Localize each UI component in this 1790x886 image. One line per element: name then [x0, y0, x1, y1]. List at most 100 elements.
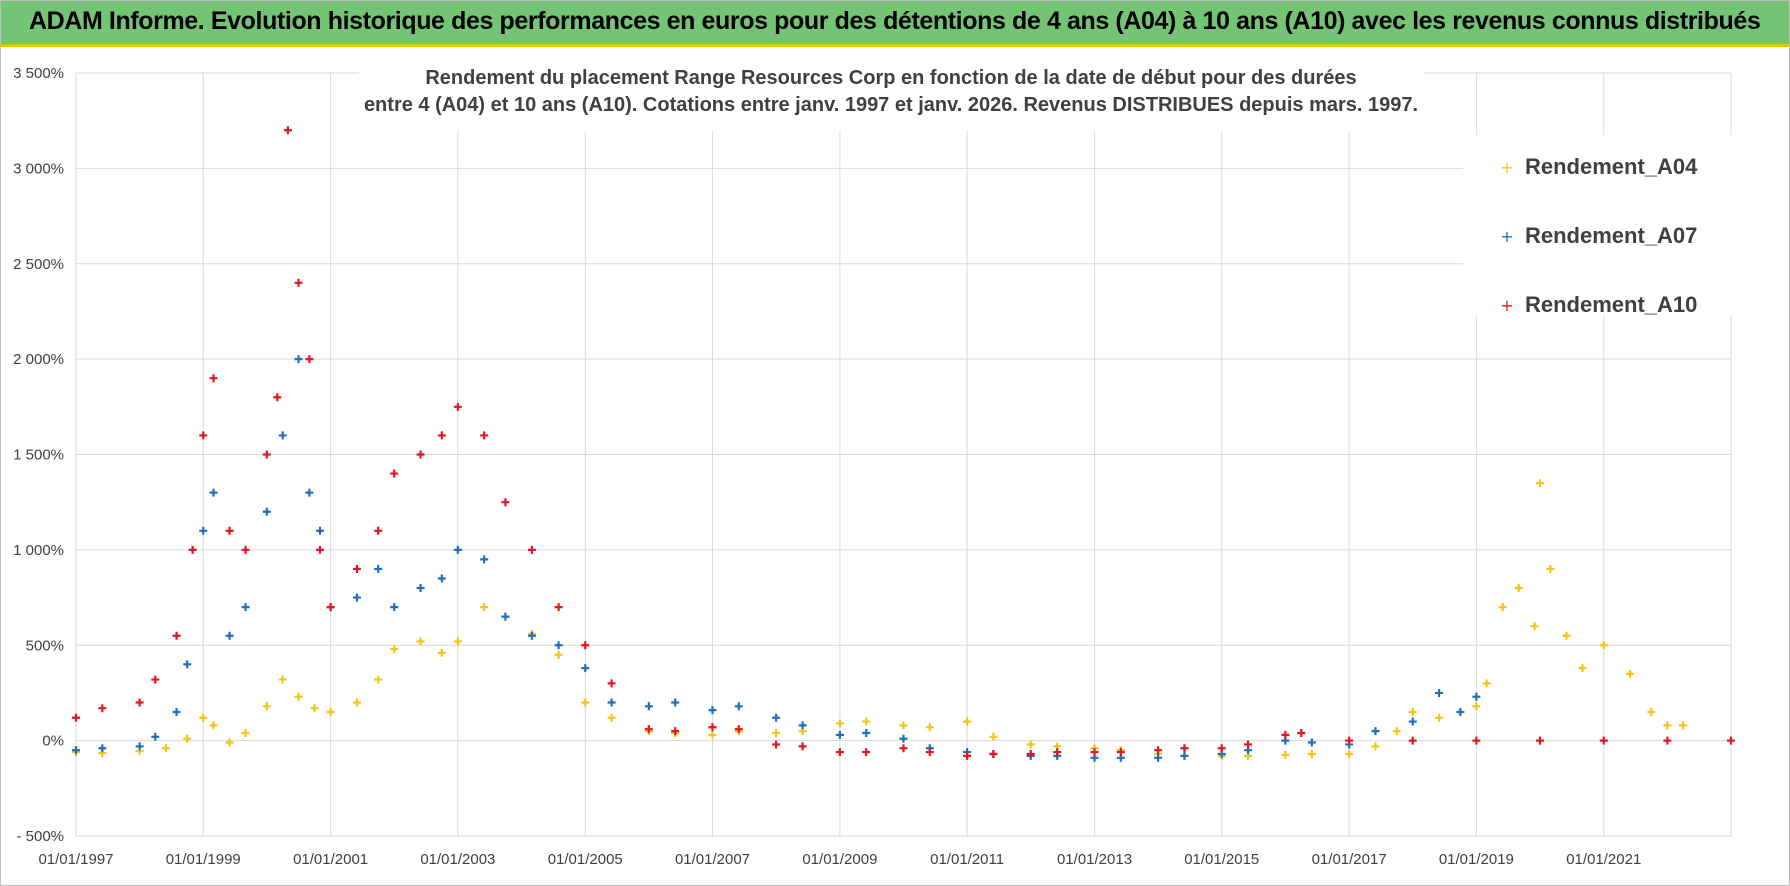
data-point — [581, 641, 590, 650]
data-point — [151, 732, 160, 741]
series-Rendement_A04 — [72, 479, 1688, 760]
data-point — [1371, 727, 1380, 736]
data-point — [1116, 748, 1125, 757]
data-point — [798, 721, 807, 730]
data-point — [172, 708, 181, 717]
data-point — [437, 574, 446, 583]
data-point — [374, 526, 383, 535]
data-point — [352, 698, 361, 707]
data-point — [925, 748, 934, 757]
legend-label-a07: Rendement_A07 — [1525, 223, 1697, 248]
data-point — [188, 545, 197, 554]
data-point — [899, 734, 908, 743]
y-tick-label: 2 500% — [13, 256, 64, 273]
data-point — [209, 374, 218, 383]
data-point — [989, 732, 998, 741]
data-point — [326, 603, 335, 612]
y-tick-label: 500% — [26, 637, 64, 654]
data-point — [671, 698, 680, 707]
x-tick-label: 01/01/2017 — [1312, 851, 1387, 868]
data-point — [262, 702, 271, 711]
data-point — [899, 721, 908, 730]
data-point — [1663, 736, 1672, 745]
data-point — [294, 355, 303, 364]
data-point — [501, 498, 510, 507]
data-point — [501, 612, 510, 621]
data-point — [1090, 748, 1099, 757]
data-point — [315, 545, 324, 554]
y-axis-ticks: 3 500% 3 000% 2 500% 2 000% 1 500% 1 000% 500%… — [13, 65, 64, 845]
data-point — [225, 738, 234, 747]
data-point — [1408, 708, 1417, 717]
chart-title: Rendement du placement Range Resources C… — [425, 67, 1356, 89]
data-point — [862, 728, 871, 737]
data-point — [607, 698, 616, 707]
data-point — [1514, 584, 1523, 593]
data-point — [527, 545, 536, 554]
data-point — [1180, 744, 1189, 753]
data-point — [708, 706, 717, 715]
legend-marker-a04: + — [1500, 158, 1513, 177]
legend-label-a10: Rendement_A10 — [1525, 292, 1697, 317]
data-point — [1408, 736, 1417, 745]
data-point — [183, 734, 192, 743]
legend-marker-a07: + — [1500, 227, 1513, 246]
data-point — [1281, 750, 1290, 759]
legend-background — [1463, 135, 1739, 315]
x-tick-label: 01/01/2021 — [1566, 851, 1641, 868]
data-point — [305, 355, 314, 364]
data-point — [1345, 736, 1354, 745]
data-point — [1307, 749, 1316, 758]
data-point — [1727, 736, 1735, 745]
data-point — [1472, 736, 1481, 745]
data-point — [1371, 742, 1380, 751]
series-Rendement_A10 — [72, 126, 1735, 760]
data-point — [374, 675, 383, 684]
data-point — [1408, 717, 1417, 726]
data-point — [437, 648, 446, 657]
data-point — [527, 631, 536, 640]
data-point — [241, 728, 250, 737]
performance-chart: 3 500% 3 000% 2 500% 2 000% 1 500% 1 000% 500%… — [13, 57, 1739, 868]
x-tick-label: 01/01/2005 — [548, 851, 623, 868]
x-tick-label: 01/01/2019 — [1439, 851, 1514, 868]
data-point — [1472, 692, 1481, 701]
legend: + Rendement_A04 + Rendement_A07 + Rendem… — [1463, 135, 1739, 317]
data-point — [734, 725, 743, 734]
data-point — [209, 488, 218, 497]
data-point — [1244, 740, 1253, 749]
y-tick-label: - 500% — [16, 828, 64, 845]
data-point — [772, 713, 781, 722]
y-tick-label: 3 000% — [13, 160, 64, 177]
data-point — [453, 637, 462, 646]
banner-title: ADAM Informe. Evolution historique des p… — [29, 7, 1761, 35]
data-point — [374, 564, 383, 573]
data-point — [416, 450, 425, 459]
x-tick-label: 01/01/1997 — [38, 851, 113, 868]
x-axis-ticks: 01/01/1997 01/01/1999 01/01/2001 01/01/2003… — [38, 851, 1641, 868]
data-point — [644, 702, 653, 711]
data-point — [671, 727, 680, 736]
data-point — [72, 713, 80, 722]
data-point — [135, 698, 144, 707]
data-point — [581, 698, 590, 707]
data-point — [899, 744, 908, 753]
data-point — [294, 278, 303, 287]
data-point — [1154, 746, 1163, 755]
data-point — [925, 723, 934, 732]
x-tick-label: 01/01/2011 — [930, 851, 1004, 868]
data-point — [135, 742, 144, 751]
data-point — [199, 526, 208, 535]
x-tick-label: 01/01/1999 — [166, 851, 241, 868]
data-point — [1026, 749, 1035, 758]
data-point — [1599, 736, 1608, 745]
data-point — [480, 555, 489, 564]
data-point — [283, 126, 292, 135]
series-Rendement_A07 — [72, 355, 1481, 762]
data-point — [199, 713, 208, 722]
gridlines — [75, 72, 1732, 837]
data-point — [1679, 721, 1688, 730]
data-point — [262, 450, 271, 459]
x-tick-label: 01/01/2015 — [1184, 851, 1259, 868]
data-point — [262, 507, 271, 516]
